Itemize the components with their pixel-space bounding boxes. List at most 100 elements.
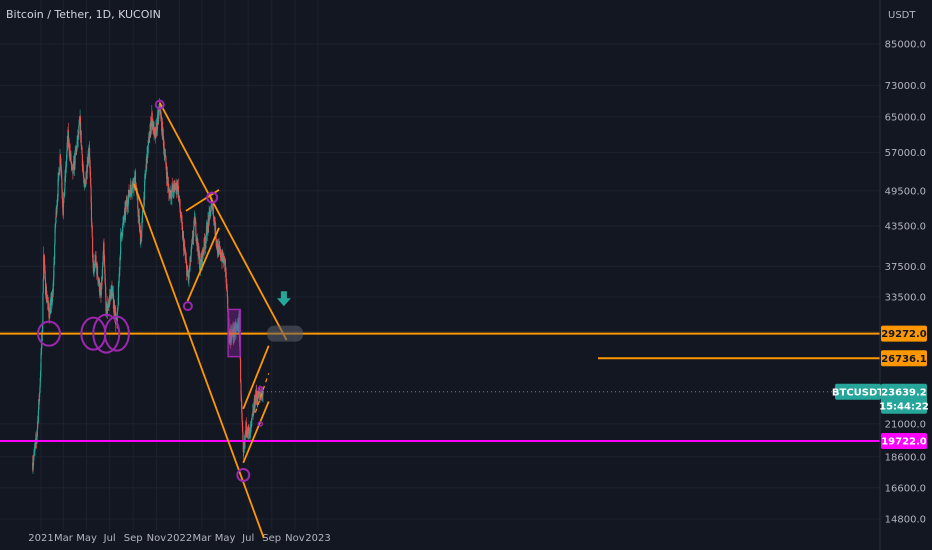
- candle-body: [185, 255, 187, 258]
- candle-body: [117, 307, 119, 312]
- candle: [218, 240, 220, 254]
- candle: [207, 212, 209, 236]
- candle: [173, 180, 175, 198]
- candle-body: [76, 142, 78, 150]
- candle-body: [33, 455, 35, 461]
- candle-body: [259, 392, 261, 395]
- price-axis-panel[interactable]: [880, 0, 932, 550]
- candle-body: [170, 191, 172, 196]
- x-tick-label: May: [215, 533, 236, 544]
- candle-body: [95, 262, 97, 266]
- candle: [128, 193, 130, 199]
- candle-body: [117, 304, 119, 308]
- candle-body: [148, 138, 151, 143]
- price-axis-unit: USDT: [888, 10, 916, 21]
- candle-body: [104, 273, 106, 284]
- candle: [107, 297, 109, 312]
- candle-body: [37, 421, 39, 430]
- candle-body: [194, 217, 196, 224]
- candle-body: [128, 189, 130, 196]
- x-tick-label: Nov: [147, 533, 167, 544]
- candle: [242, 434, 244, 460]
- candle-body: [182, 235, 184, 238]
- candle: [198, 243, 200, 258]
- candle-body: [51, 293, 53, 302]
- candle: [222, 250, 224, 261]
- candle-body: [142, 210, 144, 216]
- candle: [64, 170, 66, 196]
- candle-body: [139, 225, 141, 230]
- candle: [38, 398, 40, 414]
- candle-body: [46, 300, 48, 302]
- candle-body: [54, 244, 56, 259]
- candle-body: [166, 171, 168, 179]
- candle: [193, 227, 195, 245]
- x-tick-label: Sep: [262, 533, 281, 544]
- candle-body: [226, 285, 228, 290]
- candle: [33, 442, 36, 450]
- candle-body: [45, 279, 47, 295]
- candle-body: [57, 179, 59, 197]
- candle-body: [220, 257, 222, 258]
- candle-body: [55, 217, 57, 224]
- candle: [86, 157, 88, 180]
- candle: [42, 291, 44, 332]
- candle-body: [164, 154, 167, 156]
- candle: [100, 283, 102, 291]
- candle-body: [163, 137, 165, 148]
- candle: [252, 401, 255, 417]
- candle-body: [122, 225, 124, 235]
- candle: [59, 168, 61, 176]
- candle-body: [173, 183, 175, 193]
- candle-body: [39, 387, 41, 394]
- candle: [170, 190, 172, 199]
- candle-body: [171, 190, 173, 198]
- candle-body: [60, 157, 62, 165]
- candle-body: [52, 278, 55, 284]
- candle: [218, 237, 220, 255]
- candle: [219, 246, 222, 262]
- candle: [249, 428, 251, 442]
- candle: [248, 424, 250, 435]
- candle-body: [91, 225, 93, 238]
- candle-body: [104, 283, 107, 294]
- candle: [262, 388, 264, 403]
- price-tag-label: 26736.1: [881, 354, 927, 365]
- candle: [155, 127, 157, 140]
- candle-body: [178, 195, 180, 200]
- chart-title: Bitcoin / Tether, 1D, KUCOIN: [6, 8, 161, 21]
- candle-body: [131, 183, 134, 190]
- pivot-circle: [92, 313, 121, 354]
- candle: [66, 135, 68, 160]
- candle-body: [238, 317, 240, 329]
- candle-body: [233, 333, 236, 336]
- candle-body: [40, 348, 42, 354]
- candle-body: [194, 220, 197, 222]
- candle-body: [146, 147, 148, 164]
- candle: [131, 182, 134, 193]
- candle-body: [181, 217, 183, 223]
- candle-body: [188, 269, 190, 280]
- candle-body: [81, 145, 83, 148]
- candle-body: [90, 187, 92, 203]
- candle-body: [82, 172, 85, 178]
- x-tick-label: 2023: [305, 533, 330, 544]
- candle-body: [56, 205, 58, 214]
- candle-body: [65, 166, 67, 178]
- candle-body: [101, 266, 104, 279]
- candle: [223, 252, 225, 264]
- candle-body: [109, 296, 111, 300]
- lower-downtrend-line: [133, 183, 265, 539]
- candle-body: [57, 196, 59, 200]
- candle-body: [247, 426, 249, 434]
- candle: [181, 212, 183, 230]
- candle-body: [36, 436, 38, 442]
- candle: [117, 306, 119, 313]
- candle-body: [48, 302, 50, 310]
- candle: [141, 229, 143, 242]
- y-tick-label: 49500.0: [885, 186, 926, 197]
- candle-body: [41, 324, 44, 335]
- x-tick-label: Mar: [192, 533, 212, 544]
